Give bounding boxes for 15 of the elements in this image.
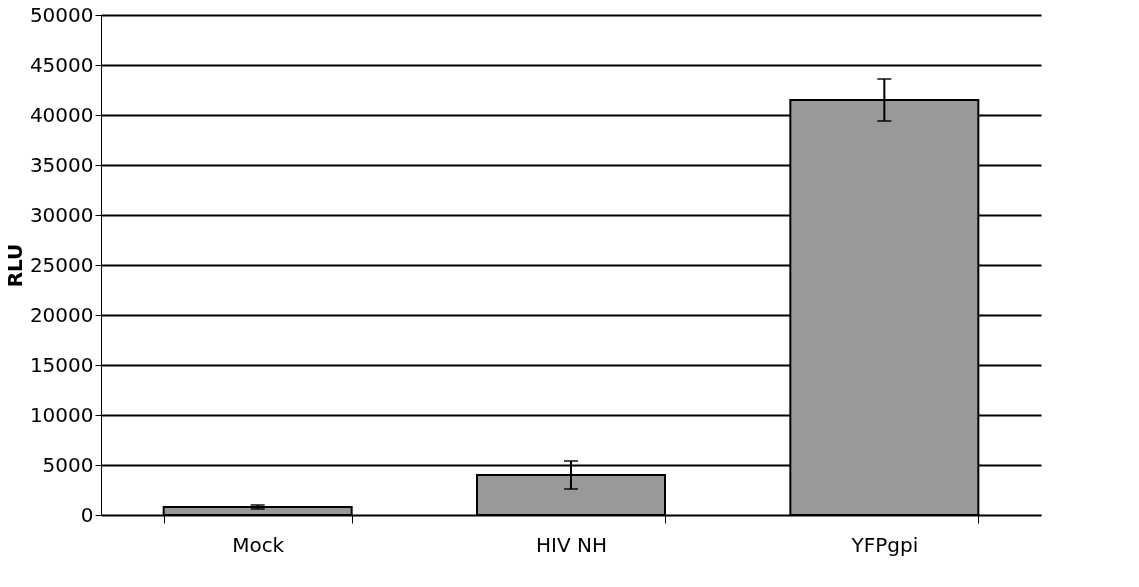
y-tick-label: 15000 [29,352,94,377]
y-tick-label: 25000 [29,252,94,277]
x-tick-label: Mock [232,532,285,557]
x-tick-label: YFPgpi [850,532,919,557]
y-tick-label: 40000 [29,102,94,127]
x-tick-label: HIV NH [536,532,607,557]
y-tick-label: 5000 [42,452,94,477]
y-tick-label: 30000 [29,202,94,227]
y-tick-label: 35000 [29,152,94,177]
y-tick-label: 0 [80,502,94,527]
y-tick-label: 45000 [29,52,94,77]
y-axis-title: RLU [2,243,27,288]
y-tick-label: 10000 [29,402,94,427]
y-tick-label: 50000 [29,2,94,27]
y-tick-label: 20000 [29,302,94,327]
